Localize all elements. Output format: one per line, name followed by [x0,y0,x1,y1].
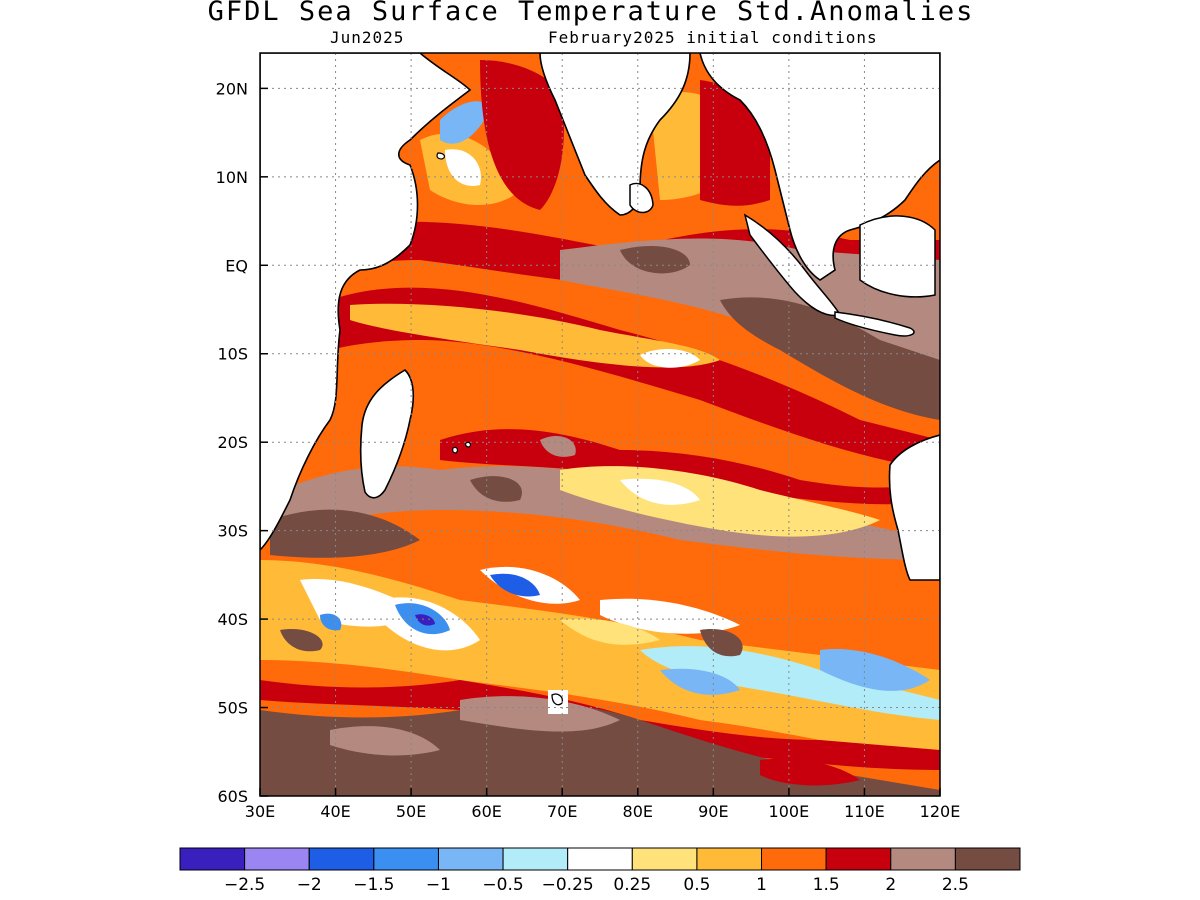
colorbar-label: 2 [885,875,896,895]
colorbar-swatch [567,847,633,871]
lon-label: 60E [471,802,501,821]
lat-label: 30S [217,522,248,541]
lat-label: 40S [217,610,248,629]
colorbar-label: 0.5 [683,875,710,895]
map-title: GFDL Sea Surface Temperature Std.Anomali… [207,0,975,27]
lon-label: 30E [245,802,275,821]
lat-label: 10N [216,168,248,187]
colorbar-swatch [179,847,246,871]
colorbar-swatch [954,847,1021,871]
colorbar-label: 2.5 [942,875,969,895]
colorbar-swatch [696,847,763,871]
colorbar-label: 1 [756,875,767,895]
colorbar-swatch [890,847,956,871]
lon-label: 70E [547,802,577,821]
lon-label: 100E [769,802,810,821]
colorbar-label: 1.5 [813,875,840,895]
colorbar-swatch [761,847,827,871]
colorbar-swatch [825,847,892,871]
colorbar: −2.5 −2 −1.5 −1 −0.5 −0.25 0.25 0.5 1 1.5 2 2.5 [179,847,1021,895]
lon-label: 90E [698,802,728,821]
colorbar-swatch [373,847,439,871]
colorbar-swatch [244,847,310,871]
lat-label: 10S [217,345,248,364]
colorbar-swatch [437,847,504,871]
map-frame [259,52,941,797]
colorbar-label: −1 [426,875,451,895]
initial-conditions: February2025 initial conditions [548,28,878,47]
land-areas [260,53,940,714]
lat-label: 50S [217,699,248,718]
colorbar-label: −2.5 [224,875,265,895]
forecast-month: Jun2025 [330,28,405,47]
colorbar-swatch [502,847,569,871]
lon-label: 120E [920,802,961,821]
lon-label: 50E [396,802,426,821]
colorbar-label: −1.5 [353,875,394,895]
lat-label: 60S [217,787,248,806]
colorbar-swatch [308,847,375,871]
colorbar-label: 0.25 [613,875,651,895]
lat-label: EQ [225,256,248,275]
lat-label: 20S [217,433,248,452]
map-gridlines [260,53,940,796]
colorbar-label: −0.5 [482,875,523,895]
colorbar-label: −2 [297,875,322,895]
map-axes: 30E 40E 50E 60E 70E 80E 90E 100E 110E 120E 20N 10N E… [216,79,961,821]
lon-label: 110E [844,802,885,821]
lon-label: 40E [320,802,350,821]
colorbar-label: −0.25 [542,875,594,895]
lat-label: 20N [216,79,248,98]
colorbar-swatch [631,847,698,871]
lon-label: 80E [623,802,653,821]
